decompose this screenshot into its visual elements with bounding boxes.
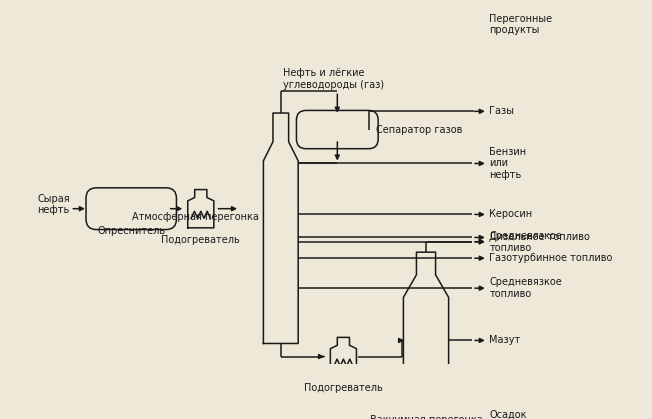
Text: Средневязкое
топливо: Средневязкое топливо [490, 231, 562, 253]
Text: Средневязкое
топливо: Средневязкое топливо [490, 277, 562, 299]
Text: Перегонные
продукты: Перегонные продукты [490, 13, 553, 35]
Text: Сырая
нефть: Сырая нефть [37, 194, 70, 215]
Text: Осадок: Осадок [490, 410, 527, 419]
Text: Бензин
или
нефть: Бензин или нефть [490, 147, 527, 180]
Text: Нефть и лёгкие
углеводороды (газ): Нефть и лёгкие углеводороды (газ) [282, 68, 383, 90]
Text: Опреснитель: Опреснитель [97, 226, 166, 236]
Text: Сепаратор газов: Сепаратор газов [376, 124, 462, 134]
Text: Газы: Газы [490, 106, 514, 116]
Text: Подогреватель: Подогреватель [162, 235, 240, 245]
Text: Атмосферная перегонка: Атмосферная перегонка [132, 212, 259, 222]
Text: Вакуумная перегонка: Вакуумная перегонка [370, 415, 482, 419]
Text: Газотурбинное топливо: Газотурбинное топливо [490, 253, 613, 263]
Text: Мазут: Мазут [490, 336, 521, 345]
Text: Дизельное топливо: Дизельное топливо [490, 233, 590, 243]
Text: Подогреватель: Подогреватель [304, 383, 383, 393]
Text: Керосин: Керосин [490, 210, 533, 220]
